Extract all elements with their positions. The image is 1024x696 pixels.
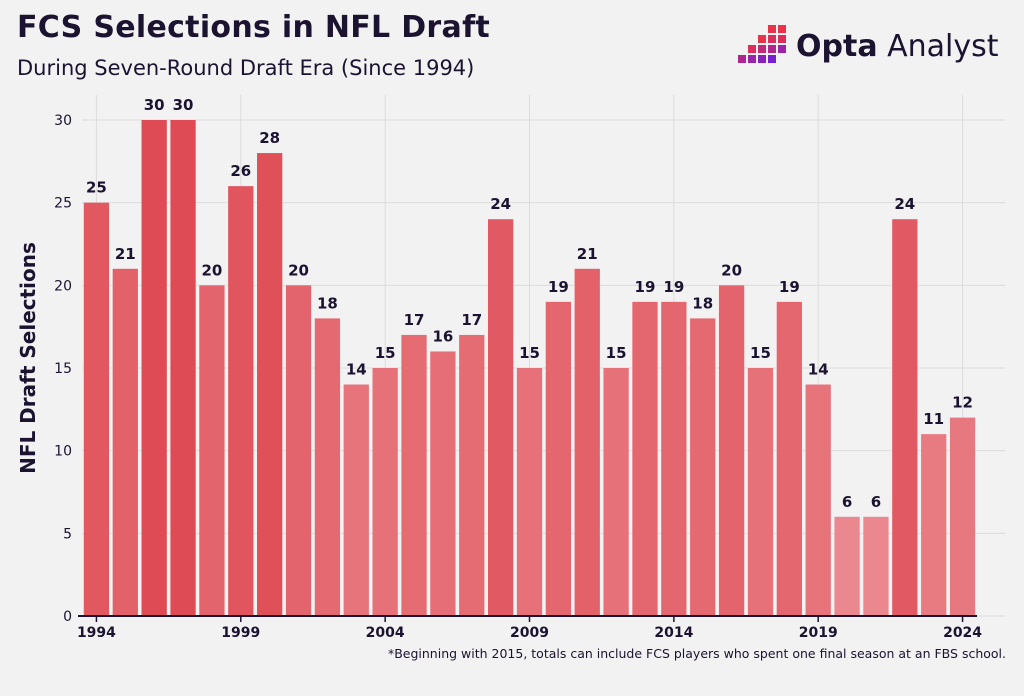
- bar-1994: [83, 202, 110, 616]
- bar-1995: [112, 268, 138, 616]
- y-tick-label: 15: [54, 361, 72, 377]
- opta-logo-icon: [738, 25, 786, 63]
- bar-2000: [257, 153, 283, 617]
- x-tick-label-2014: 2014: [654, 625, 693, 641]
- bar-2009: [516, 368, 543, 616]
- x-tick-label-1999: 1999: [221, 625, 260, 641]
- bar-2003: [343, 384, 369, 616]
- data-label-2019: 14: [808, 361, 829, 379]
- data-label-2024: 12: [952, 394, 973, 412]
- y-tick-label: 5: [63, 526, 72, 542]
- data-label-2013: 19: [635, 278, 656, 296]
- data-label-1997: 30: [173, 96, 194, 114]
- chart-title: FCS Selections in NFL Draft: [17, 10, 491, 45]
- data-label-2022: 24: [894, 195, 915, 213]
- logo-brand: Opta: [796, 28, 878, 64]
- data-label-1998: 20: [201, 261, 222, 279]
- bar-2016: [718, 285, 745, 616]
- data-label-2021: 6: [871, 493, 881, 511]
- y-axis-title: NFL Draft Selections: [16, 242, 40, 474]
- data-label-2009: 15: [519, 344, 540, 362]
- y-tick-label: 0: [63, 609, 72, 625]
- data-label-1996: 30: [144, 96, 165, 114]
- data-label-2017: 15: [750, 344, 771, 362]
- bar-1997: [170, 120, 196, 616]
- data-label-2012: 15: [606, 344, 627, 362]
- footnote: *Beginning with 2015, totals can include…: [387, 646, 1006, 661]
- y-tick-label: 30: [54, 113, 72, 129]
- bar-2010: [545, 301, 572, 616]
- bar-2005: [401, 334, 427, 616]
- logo-product: Analyst: [887, 28, 999, 64]
- x-tick-label-1994: 1994: [77, 625, 116, 641]
- bar-1996: [141, 120, 167, 616]
- bar-2002: [314, 318, 341, 616]
- data-label-2002: 18: [317, 294, 338, 312]
- opta-analyst-logo: Opta Analyst: [738, 22, 999, 70]
- data-label-2023: 11: [923, 410, 944, 428]
- data-label-2007: 17: [461, 311, 482, 329]
- chart-subtitle: During Seven-Round Draft Era (Since 1994…: [17, 56, 475, 80]
- x-tick-label-2004: 2004: [366, 625, 405, 641]
- data-label-2014: 19: [663, 278, 684, 296]
- bar-2017: [747, 368, 774, 616]
- data-label-2005: 17: [404, 311, 425, 329]
- data-label-1994: 25: [86, 179, 107, 197]
- bar-2015: [690, 318, 716, 616]
- data-label-2020: 6: [842, 493, 852, 511]
- data-label-2008: 24: [490, 195, 511, 213]
- data-label-2016: 20: [721, 261, 742, 279]
- bar-2011: [574, 268, 600, 616]
- data-label-2003: 14: [346, 361, 367, 379]
- bar-1999: [228, 186, 254, 616]
- data-label-2011: 21: [577, 245, 598, 263]
- data-label-2006: 16: [432, 327, 453, 345]
- bar-2020: [834, 516, 860, 616]
- y-tick-label: 20: [54, 278, 72, 294]
- bar-2007: [459, 334, 485, 616]
- x-tick-label-2009: 2009: [510, 625, 549, 641]
- bar-2014: [661, 301, 687, 616]
- bar-2021: [863, 516, 889, 616]
- data-label-2015: 18: [692, 294, 713, 312]
- data-label-2010: 19: [548, 278, 569, 296]
- bar-2012: [603, 368, 629, 616]
- bar-2004: [372, 368, 398, 616]
- bar-2023: [921, 434, 947, 616]
- bar-1998: [199, 285, 225, 616]
- data-label-2004: 15: [375, 344, 396, 362]
- x-tick-label-2024: 2024: [943, 625, 982, 641]
- x-tick-label-2019: 2019: [799, 625, 838, 641]
- data-label-2018: 19: [779, 278, 800, 296]
- data-label-1995: 21: [115, 245, 136, 263]
- bar-2022: [892, 219, 918, 616]
- bar-2013: [632, 301, 658, 616]
- y-tick-label: 25: [54, 196, 72, 212]
- bar-2019: [805, 384, 831, 616]
- logo-wordmark: Opta Analyst: [796, 29, 999, 64]
- bar-2024: [949, 417, 976, 616]
- data-label-1999: 26: [230, 162, 251, 180]
- data-label-2000: 28: [259, 129, 280, 147]
- bar-2018: [776, 301, 802, 616]
- bar-2008: [487, 219, 514, 616]
- bar-2006: [430, 351, 456, 616]
- y-tick-label: 10: [54, 444, 72, 460]
- bar-2001: [285, 285, 312, 616]
- data-label-2001: 20: [288, 261, 309, 279]
